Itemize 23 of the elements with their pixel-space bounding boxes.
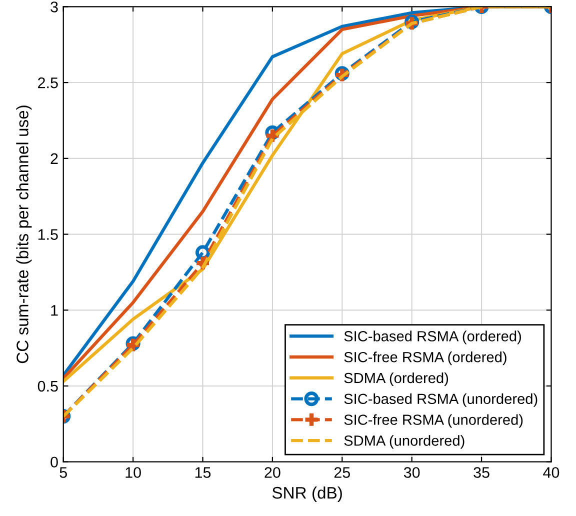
x-tick-label: 40	[543, 467, 560, 478]
x-tick-label: 20	[264, 467, 280, 478]
legend-label: SIC-free RSMA (ordered)	[344, 352, 506, 366]
y-tick-label: 3	[50, 2, 58, 12]
y-axis-title: CC sum-rate (bits per channel use)	[16, 106, 32, 364]
x-tick-label: 10	[126, 467, 141, 478]
legend-label: SDMA (ordered)	[344, 372, 448, 386]
y-tick-label: 1	[51, 305, 58, 316]
y-tick-label: 1.5	[38, 229, 58, 240]
x-tick-label: 25	[334, 467, 350, 478]
x-tick-label: 35	[474, 467, 490, 478]
legend-label: SIC-based RSMA (ordered)	[344, 330, 521, 344]
legend-label: SIC-free RSMA (unordered)	[344, 414, 523, 428]
legend-label: SIC-based RSMA (unordered)	[344, 393, 538, 407]
x-tick-label: 15	[195, 467, 211, 478]
x-axis-title: SNR (dB)	[272, 486, 342, 502]
x-tick-label: 5	[60, 467, 67, 478]
y-tick-label: 0.5	[38, 380, 58, 392]
y-tick-label: 2.5	[38, 77, 58, 88]
y-tick-label: 0	[50, 456, 58, 468]
legend-label: SDMA (unordered)	[344, 435, 464, 449]
x-tick-label: 30	[404, 467, 420, 478]
y-tick-label: 2	[50, 153, 58, 164]
